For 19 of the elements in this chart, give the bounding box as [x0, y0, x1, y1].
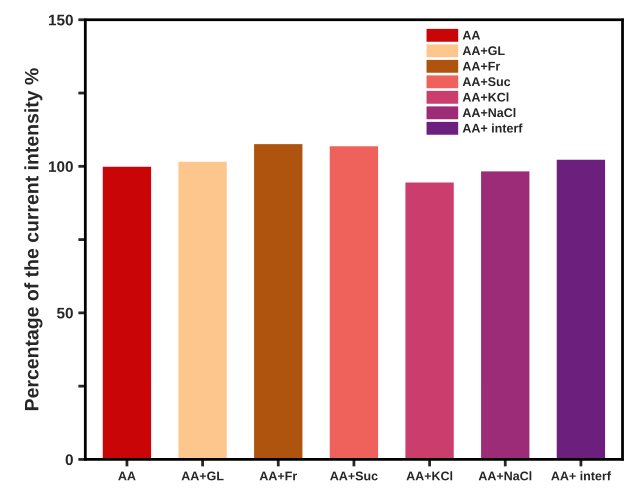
- x-tick-label: AA+Suc: [330, 472, 378, 480]
- x-tick-label: AA+Fr: [260, 472, 297, 480]
- y-tick-label: 0: [66, 454, 73, 466]
- y-axis-title: Percentage of the current intensity %: [24, 68, 42, 410]
- x-tick-label: AA+KCl: [406, 471, 452, 480]
- legend-label: AA+NaCl: [462, 108, 516, 118]
- x-tick-label: AA: [118, 472, 136, 480]
- x-tick-label: AA+ interf: [551, 471, 611, 480]
- legend-label: AA+Fr: [462, 62, 500, 71]
- y-tick-label: 50: [56, 308, 73, 319]
- legend-label: AA: [462, 30, 480, 40]
- legend-label: AA+Suc: [462, 77, 510, 86]
- x-tick-label: AA+NaCl: [478, 471, 532, 480]
- y-tick-label: 100: [48, 161, 73, 172]
- legend-label: AA+ interf: [462, 123, 522, 133]
- legend-label: AA+GL: [462, 46, 505, 56]
- legend-label: AA+KCl: [462, 92, 508, 102]
- x-tick-label: AA+GL: [182, 472, 224, 480]
- y-tick-label: 150: [48, 14, 73, 26]
